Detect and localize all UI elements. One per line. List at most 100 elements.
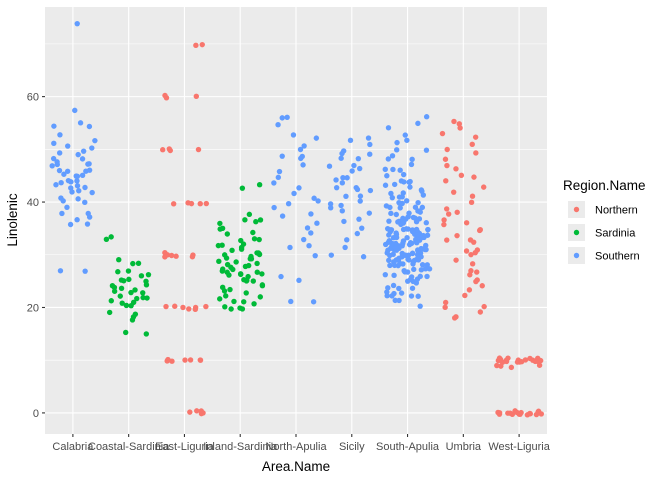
data-point [129, 317, 136, 323]
data-point [422, 246, 428, 253]
data-point [423, 114, 430, 120]
data-point [56, 150, 63, 156]
data-point [474, 247, 481, 253]
x-tick-label: West-Liguria [488, 441, 550, 453]
data-point [186, 306, 192, 312]
data-point [327, 205, 334, 211]
data-point [69, 189, 75, 195]
data-point [220, 266, 226, 272]
data-point [387, 262, 393, 269]
data-point [386, 218, 392, 224]
data-point [117, 293, 123, 299]
data-point [367, 151, 373, 157]
data-point [439, 130, 446, 137]
data-point [187, 357, 194, 363]
data-point [474, 269, 480, 275]
data-point [367, 141, 373, 148]
data-point [390, 282, 397, 289]
data-point [450, 189, 457, 195]
data-point [366, 210, 373, 216]
data-point [424, 232, 431, 238]
data-point [514, 409, 520, 416]
data-point [343, 193, 349, 199]
x-axis-title: Area.Name [262, 459, 330, 474]
data-point [344, 175, 350, 181]
data-point [466, 287, 473, 293]
data-point [288, 298, 294, 305]
data-point [412, 204, 419, 210]
data-point [221, 288, 228, 294]
data-point [386, 257, 392, 264]
data-point [108, 234, 114, 240]
data-point [397, 205, 403, 211]
data-point [237, 305, 243, 311]
data-point [388, 245, 394, 251]
data-point [453, 166, 459, 172]
x-tick-label: East-Liguria [155, 441, 215, 453]
data-point [394, 139, 400, 146]
data-point [64, 204, 70, 210]
data-point [538, 411, 545, 417]
data-point [60, 198, 66, 204]
axes: 0 20 40 60 CalabriaCoastal-SardiniaEast-Ligu… [27, 92, 551, 453]
data-point [198, 408, 204, 414]
data-point [251, 301, 257, 307]
data-point [357, 193, 364, 199]
data-point [85, 161, 91, 167]
data-point [308, 211, 314, 217]
data-point [390, 166, 396, 173]
data-point [415, 257, 422, 263]
data-point [306, 243, 312, 249]
legend-key-point [573, 206, 580, 213]
data-point [109, 283, 116, 289]
legend-key-point [573, 252, 580, 259]
data-point [182, 357, 188, 363]
data-point [279, 153, 285, 159]
data-point [128, 289, 134, 296]
data-point [497, 356, 504, 363]
data-point [246, 211, 253, 218]
data-point [405, 226, 411, 232]
data-point [385, 285, 391, 291]
data-point [166, 146, 172, 152]
data-point [391, 272, 397, 279]
data-point [408, 293, 415, 299]
data-point [414, 276, 421, 282]
data-point [423, 220, 430, 226]
data-point [338, 155, 344, 161]
data-point [441, 221, 447, 228]
data-point [419, 262, 426, 268]
data-point [333, 177, 339, 183]
data-point [61, 171, 67, 177]
data-point [118, 285, 125, 291]
data-point [385, 156, 392, 162]
data-point [259, 271, 265, 277]
data-point [222, 304, 228, 310]
data-point [389, 194, 396, 201]
data-point [357, 198, 363, 204]
data-point [496, 411, 503, 417]
data-point [74, 217, 80, 223]
data-point [396, 194, 403, 200]
data-point [276, 168, 283, 175]
data-point [424, 262, 430, 268]
data-point [296, 185, 302, 191]
data-point [384, 250, 390, 256]
data-point [401, 268, 407, 274]
data-point [123, 329, 129, 336]
data-point [476, 227, 483, 234]
data-point [469, 193, 476, 199]
data-point [193, 42, 199, 49]
data-point [312, 252, 318, 259]
data-point [143, 282, 150, 288]
data-point [390, 251, 396, 258]
x-tick-label: North-Apulia [265, 441, 327, 453]
data-point [298, 155, 304, 162]
data-point [54, 161, 60, 168]
data-point [338, 202, 344, 209]
data-point [416, 236, 422, 242]
data-point [315, 198, 321, 204]
data-point [251, 236, 258, 242]
data-point [442, 299, 449, 306]
data-point [143, 331, 150, 337]
